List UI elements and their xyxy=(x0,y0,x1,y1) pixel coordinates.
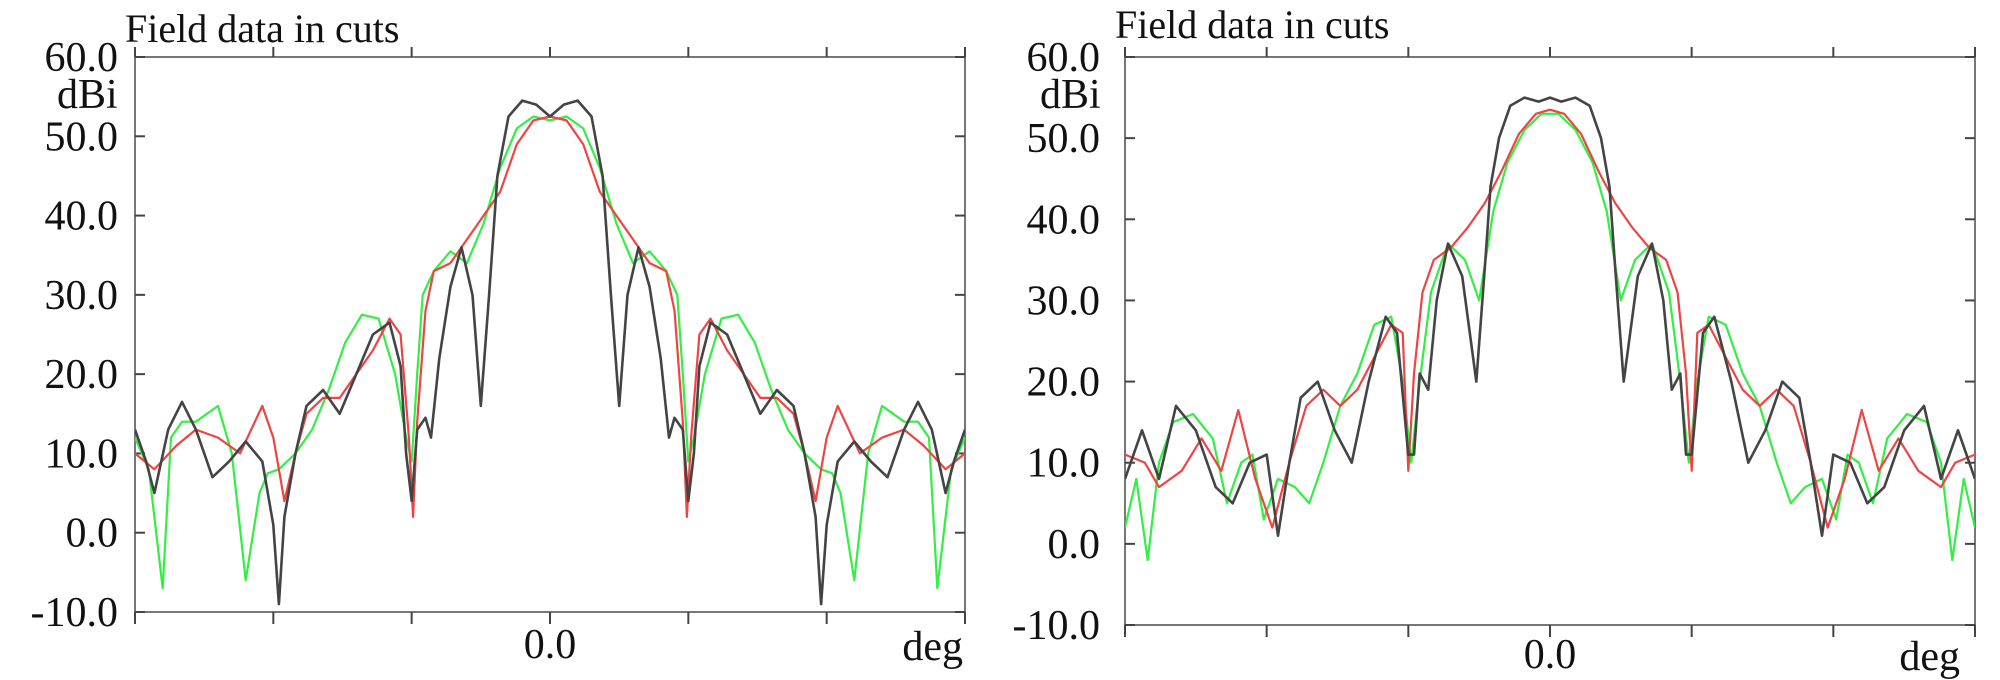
chart-title: Field data in cuts xyxy=(1115,2,1389,47)
y-tick-label: 10.0 xyxy=(1027,441,1101,487)
y-tick-label: -10.0 xyxy=(31,590,119,636)
series-line-3 xyxy=(1125,112,1975,562)
y-axis-unit: dBi xyxy=(57,72,118,118)
y-tick-label: 0.0 xyxy=(66,511,119,557)
y-tick-label: 60.0 xyxy=(1027,35,1101,81)
series-line-1 xyxy=(135,99,965,606)
y-tick-label: 30.0 xyxy=(45,273,119,319)
y-tick-label: 20.0 xyxy=(1027,360,1101,406)
x-tick-label: 0.0 xyxy=(1524,632,1577,678)
series-line-1 xyxy=(1125,96,1975,537)
y-tick-label: 10.0 xyxy=(45,431,119,477)
y-tick-label: 50.0 xyxy=(45,114,119,160)
y-tick-label: 50.0 xyxy=(1027,116,1101,162)
x-axis-unit: deg xyxy=(902,624,963,670)
y-tick-label: 40.0 xyxy=(1027,197,1101,243)
x-tick-label: 0.0 xyxy=(524,622,577,668)
y-tick-label: -10.0 xyxy=(1013,603,1101,649)
y-tick-label: 0.0 xyxy=(1048,522,1101,568)
x-axis-unit: deg xyxy=(1899,634,1960,680)
series-line-3 xyxy=(135,115,965,590)
y-tick-label: 30.0 xyxy=(1027,278,1101,324)
y-tick-label: 60.0 xyxy=(45,35,119,81)
plot-frame xyxy=(134,56,966,613)
chart-title: Field data in cuts xyxy=(125,6,399,51)
series-line-2 xyxy=(1125,108,1975,529)
y-tick-label: 40.0 xyxy=(45,194,119,240)
plot-frame xyxy=(1124,56,1976,626)
y-tick-label: 20.0 xyxy=(45,352,119,398)
y-axis-unit: dBi xyxy=(1040,72,1101,118)
